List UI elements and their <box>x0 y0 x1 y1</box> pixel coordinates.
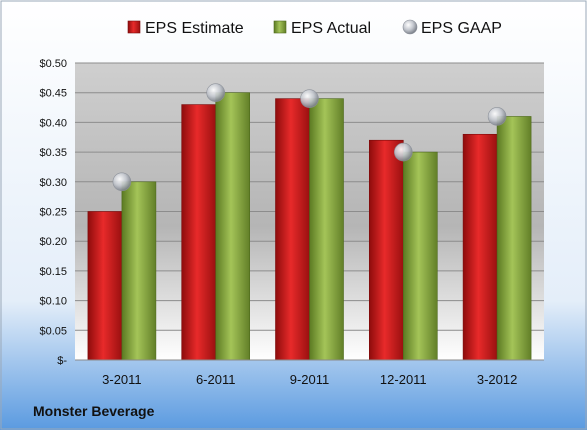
y-tick-label: $0.05 <box>39 325 67 337</box>
y-tick-label: $- <box>57 355 67 367</box>
y-tick-label: $0.35 <box>39 147 67 159</box>
bar-eps-estimate <box>462 133 498 361</box>
y-axis-tick-labels: $- $0.05 $0.10 $0.15 $0.20 $0.25 $0.30 $0.35 $0.… <box>39 58 67 367</box>
y-tick-label: $0.10 <box>39 296 67 308</box>
x-tick-label: 3-2011 <box>102 372 142 387</box>
legend-label: EPS Actual <box>291 20 371 37</box>
x-axis-tick-labels: 3-2011 6-2011 9-2011 12-2011 3-2012 <box>102 372 517 387</box>
point-eps-gaap <box>487 107 507 126</box>
x-tick-label: 6-2011 <box>196 372 236 387</box>
y-tick-label: $0.40 <box>39 117 67 129</box>
x-tick-label: 12-2011 <box>380 372 427 387</box>
y-tick-label: $0.50 <box>39 58 67 70</box>
bars <box>87 92 532 361</box>
bar-eps-actual <box>215 92 250 361</box>
legend-label: EPS GAAP <box>421 20 502 37</box>
y-tick-label: $0.15 <box>39 266 67 278</box>
bar-eps-actual <box>402 151 438 361</box>
legend-swatch <box>273 20 287 34</box>
bar-eps-estimate <box>275 98 310 361</box>
bar-eps-estimate <box>181 104 216 361</box>
x-tick-label: 3-2012 <box>477 372 517 387</box>
legend-label: EPS Estimate <box>145 20 244 37</box>
y-tick-label: $0.20 <box>39 236 67 248</box>
bar-eps-actual <box>309 98 344 361</box>
y-tick-label: $0.30 <box>39 177 67 189</box>
point-eps-gaap <box>393 142 413 162</box>
y-tick-label: $0.25 <box>39 207 67 219</box>
bar-eps-actual <box>496 116 532 361</box>
point-eps-gaap <box>300 89 319 108</box>
bar-eps-estimate <box>87 211 123 361</box>
bar-eps-estimate <box>368 139 404 361</box>
gaap-points <box>112 83 507 192</box>
legend-swatch <box>127 20 141 34</box>
point-eps-gaap <box>206 83 225 102</box>
bar-eps-actual <box>121 181 157 361</box>
chart-caption: Monster Beverage <box>33 403 155 419</box>
y-tick-label: $0.45 <box>39 88 67 100</box>
x-tick-label: 9-2011 <box>290 372 330 387</box>
legend: EPS Estimate EPS Actual EPS GAAP <box>127 19 502 37</box>
legend-swatch <box>402 19 418 35</box>
point-eps-gaap <box>112 172 132 192</box>
